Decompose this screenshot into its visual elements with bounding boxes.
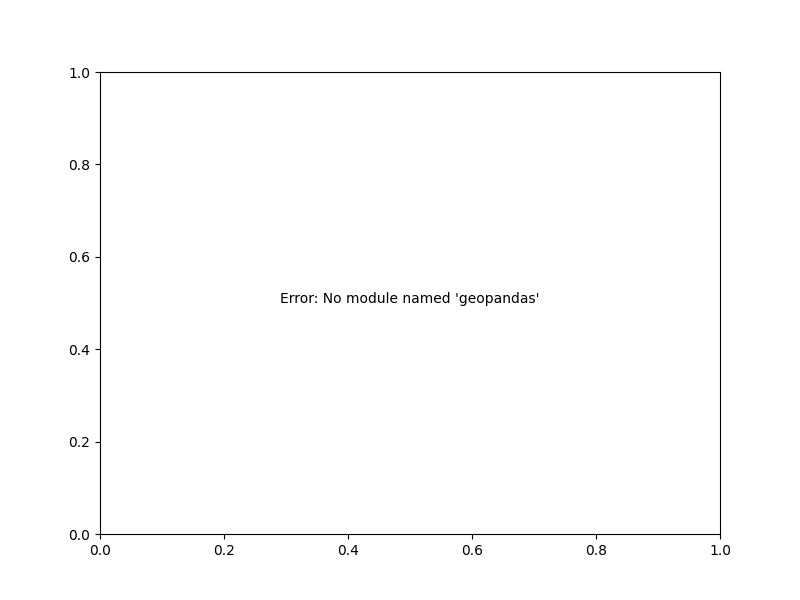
Text: Error: No module named 'geopandas': Error: No module named 'geopandas': [280, 292, 540, 306]
